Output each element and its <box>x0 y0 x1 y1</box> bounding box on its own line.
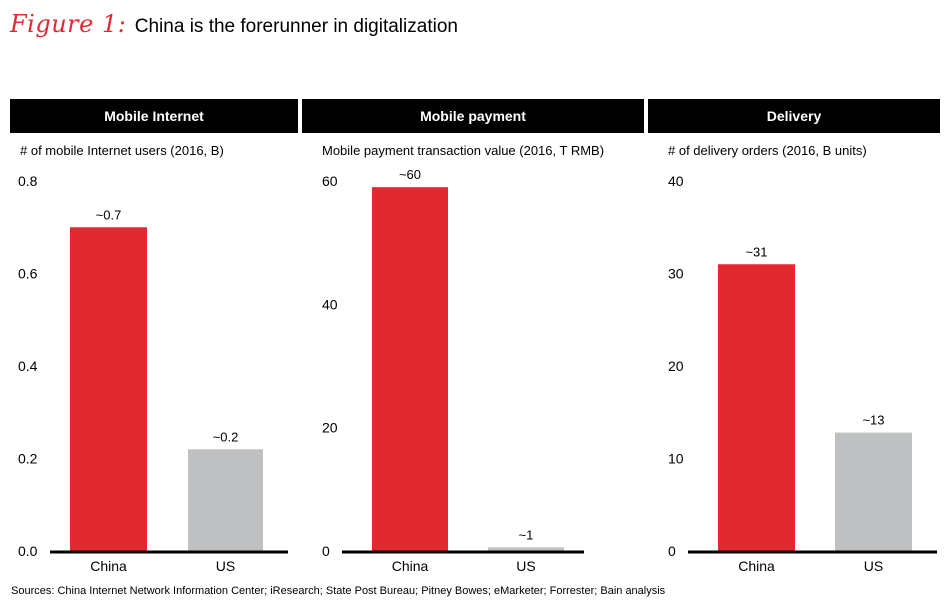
y-tick-label: 0.6 <box>18 266 38 282</box>
x-category-label: US <box>864 558 883 574</box>
y-tick-label: 0.0 <box>18 543 38 559</box>
panel-header-mobile-internet: Mobile Internet <box>10 99 298 133</box>
x-category-label: China <box>392 558 429 574</box>
panel-ylabel-mobile-internet: # of mobile Internet users (2016, B) <box>20 143 224 158</box>
y-tick-label: 40 <box>322 296 338 312</box>
y-tick-label: 60 <box>322 173 338 189</box>
y-tick-label: 40 <box>668 173 684 189</box>
x-category-label: US <box>516 558 535 574</box>
x-category-label: China <box>738 558 775 574</box>
panel-ylabel-mobile-payment: Mobile payment transaction value (2016, … <box>322 143 605 158</box>
y-tick-label: 20 <box>668 358 684 374</box>
panel-header-mobile-payment: Mobile payment <box>302 99 644 133</box>
data-label: ~31 <box>745 244 767 259</box>
panel-header-delivery: Delivery <box>648 99 940 133</box>
bar-us <box>488 547 564 551</box>
data-label: ~13 <box>862 413 884 428</box>
data-label: ~0.7 <box>96 207 122 222</box>
figure-label: Figure 1: <box>10 10 127 38</box>
bar-us <box>188 449 263 551</box>
y-tick-label: 0 <box>322 543 330 559</box>
x-category-label: US <box>216 558 235 574</box>
bar-china <box>70 227 147 551</box>
y-tick-label: 0.2 <box>18 451 38 467</box>
y-tick-label: 0.8 <box>18 173 38 189</box>
data-label: ~1 <box>519 527 534 542</box>
y-tick-label: 20 <box>322 420 338 436</box>
bar-china <box>718 264 795 551</box>
sources-note: Sources: China Internet Network Informat… <box>11 585 666 597</box>
y-tick-label: 0 <box>668 543 676 559</box>
data-label: ~60 <box>399 167 421 182</box>
panel-ylabel-delivery: # of delivery orders (2016, B units) <box>668 143 867 158</box>
figure-title: Figure 1: China is the forerunner in dig… <box>10 10 458 40</box>
y-tick-label: 0.4 <box>18 358 38 374</box>
x-category-label: China <box>90 558 127 574</box>
bar-china <box>372 187 448 551</box>
figure-title-text: China is the forerunner in digitalizatio… <box>134 16 458 37</box>
y-tick-label: 10 <box>668 451 684 467</box>
data-label: ~0.2 <box>213 429 239 444</box>
y-tick-label: 30 <box>668 266 684 282</box>
bar-us <box>835 432 912 551</box>
